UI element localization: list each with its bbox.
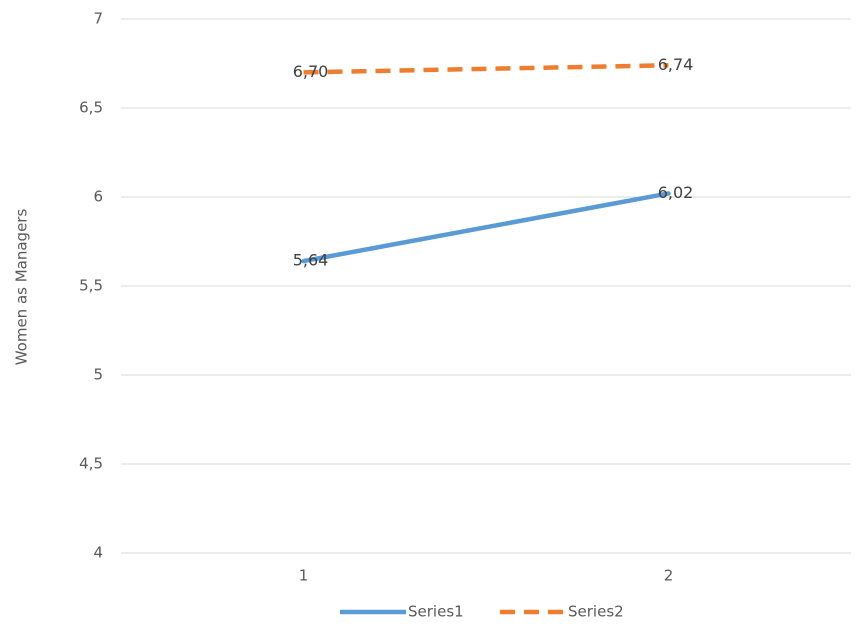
legend-label: Series1 [408, 603, 464, 621]
data-label: 5,64 [293, 251, 329, 270]
y-axis-label: Women as Managers [13, 209, 31, 366]
legend: Series1 Series2 [340, 603, 624, 621]
y-tick-label: 5,5 [79, 277, 103, 295]
y-tick-label: 4 [93, 544, 103, 562]
series-line-2 [303, 63, 669, 75]
y-tick-label: 7 [93, 10, 103, 28]
y-axis-ticks: 4 4,5 5 5,5 6 6,5 7 [79, 10, 103, 562]
y-tick-label: 5 [93, 366, 103, 384]
series-lines [301, 63, 671, 264]
data-label: 6,70 [293, 62, 329, 81]
gridlines [121, 18, 851, 554]
data-label: 6,02 [658, 183, 694, 202]
data-label: 6,74 [658, 55, 694, 74]
legend-label: Series2 [568, 603, 624, 621]
data-labels: 5,64 6,02 6,70 6,74 [293, 55, 694, 270]
y-tick-label: 4,5 [79, 455, 103, 473]
y-tick-label: 6,5 [79, 99, 103, 117]
x-tick-label: 2 [664, 567, 674, 585]
x-tick-label: 1 [299, 567, 309, 585]
y-tick-label: 6 [93, 188, 103, 206]
series-line-1 [301, 191, 671, 264]
